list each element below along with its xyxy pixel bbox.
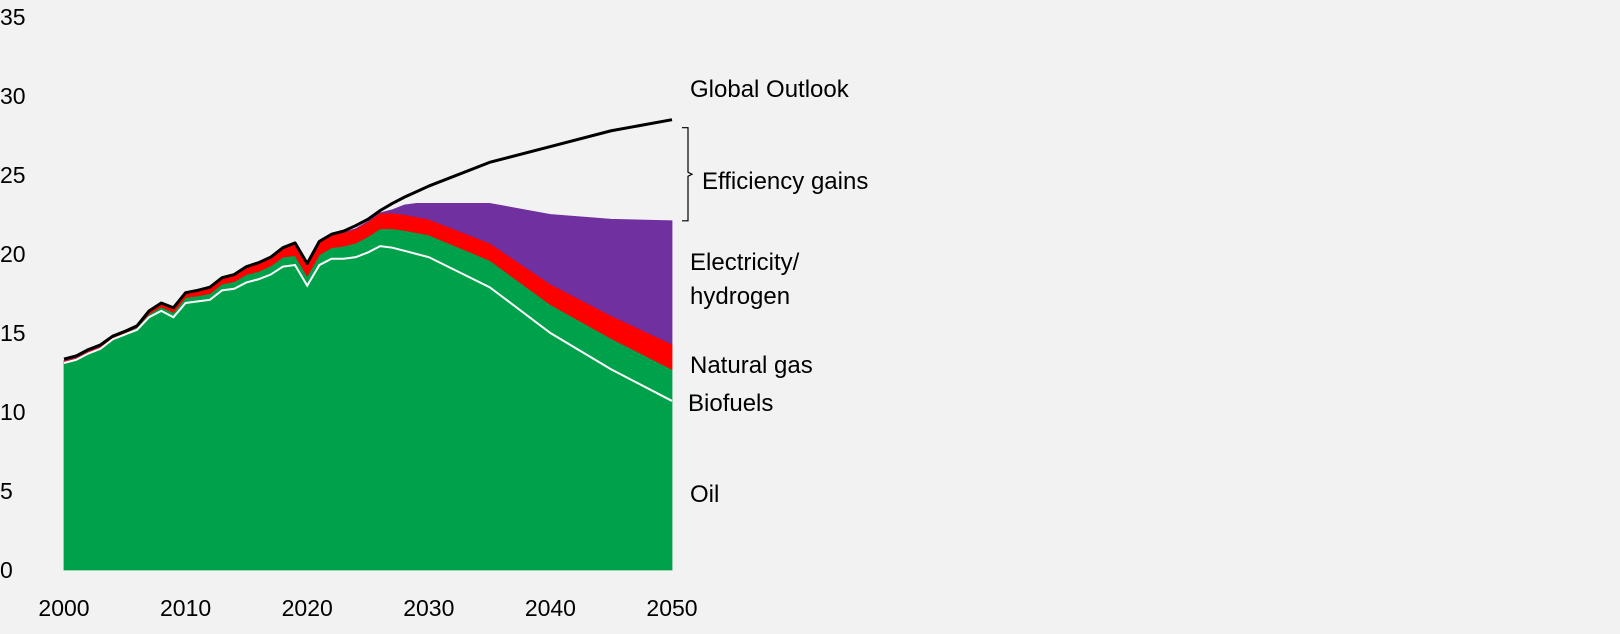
efficiency-gains-bracket (682, 127, 694, 222)
y-tick-label: 5 (0, 478, 13, 504)
label-efficiency-gains: Efficiency gains (702, 168, 868, 195)
label-oil: Oil (690, 481, 719, 508)
chart-lines (63, 118, 673, 402)
x-tick-label: 2010 (160, 595, 211, 621)
y-tick-label: 20 (0, 241, 26, 267)
y-tick-label: 10 (0, 399, 26, 425)
global-outlook-line (63, 118, 673, 361)
label-global-outlook: Global Outlook (690, 76, 850, 103)
x-tick-label: 2030 (403, 595, 454, 621)
x-tick-label: 2050 (646, 595, 697, 621)
label-natural-gas: Natural gas (690, 352, 813, 379)
label-electricity-line1: Electricity/ (690, 249, 800, 276)
y-tick-label: 25 (0, 162, 26, 188)
x-tick-label: 2040 (525, 595, 576, 621)
y-tick-label: 0 (0, 557, 13, 583)
chart-areas (63, 203, 673, 571)
oil-biofuels-boundary-line (63, 245, 673, 402)
y-tick-label: 35 (0, 4, 26, 30)
x-tick-label: 2020 (282, 595, 333, 621)
x-axis-ticks: 2000 2010 2020 2030 2040 2050 (38, 595, 697, 621)
y-axis-ticks: 0 5 10 15 20 25 30 35 (0, 4, 26, 583)
y-tick-label: 30 (0, 83, 26, 109)
label-electricity-line2: hydrogen (690, 283, 790, 310)
label-biofuels: Biofuels (688, 390, 773, 417)
y-tick-label: 15 (0, 320, 26, 346)
x-tick-label: 2000 (38, 595, 89, 621)
